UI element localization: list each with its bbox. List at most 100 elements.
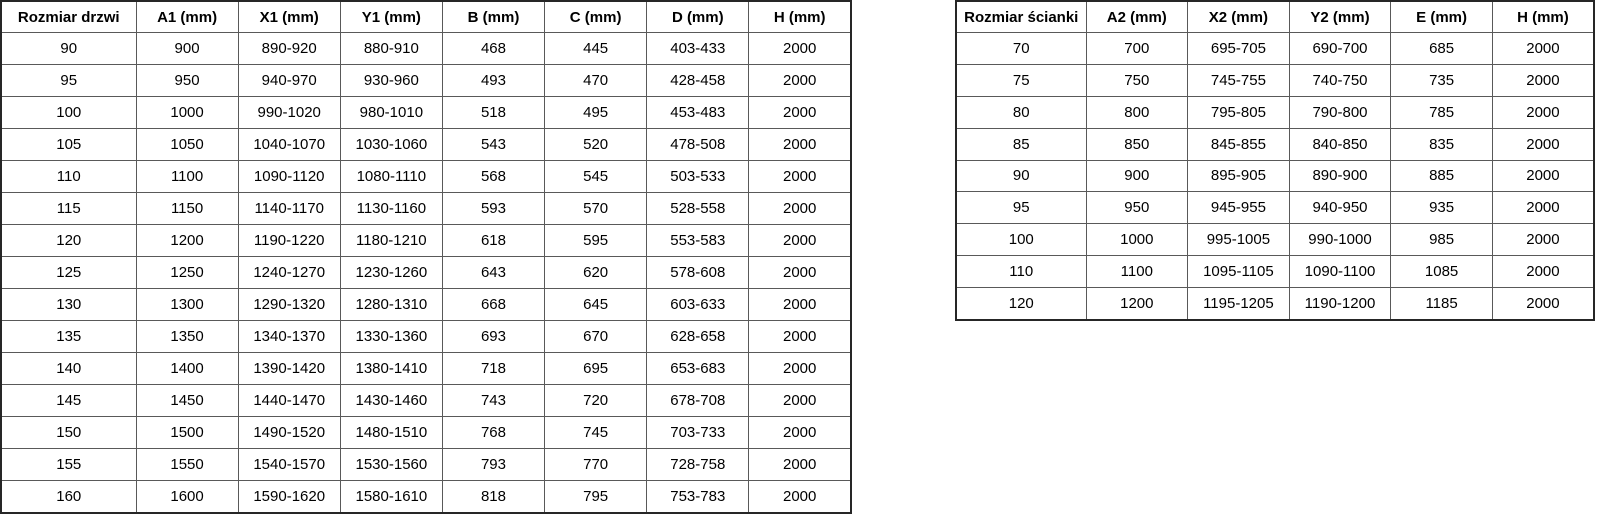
column-header: Y1 (mm): [339, 0, 443, 33]
table-cell: 753-783: [646, 479, 750, 514]
table-cell: 145: [0, 383, 137, 417]
table-cell: 800: [1085, 95, 1189, 129]
table-cell: 895-905: [1187, 159, 1290, 193]
table-cell: 2000: [1491, 191, 1595, 225]
table-cell: 890-920: [237, 32, 341, 65]
table-cell: 2000: [748, 255, 852, 289]
table-cell: 2000: [1491, 255, 1595, 288]
table-cell: 668: [441, 287, 546, 321]
table-cell: 1040-1070: [237, 127, 341, 161]
table-cell: 568: [441, 159, 546, 193]
table-cell: 940-950: [1288, 191, 1392, 225]
table-cell: 120: [0, 223, 137, 257]
table-cell: 70: [955, 32, 1087, 65]
table-cell: 1190-1220: [237, 223, 341, 257]
table-cell: 1100: [135, 159, 239, 193]
table-cell: 110: [955, 255, 1087, 288]
table-cell: 890-900: [1288, 159, 1392, 193]
table-row: 120 1200 1195-1205 1190-1200 1185 2000: [955, 287, 1595, 321]
table-cell: 518: [441, 95, 546, 129]
table-cell: 728-758: [646, 447, 750, 481]
table-cell: 1430-1460: [339, 383, 443, 417]
column-header: Rozmiar drzwi: [0, 0, 137, 33]
table-cell: 503-533: [646, 159, 750, 193]
table-cell: 2000: [1491, 127, 1595, 161]
table-cell: 1195-1205: [1187, 287, 1290, 321]
table-cell: 110: [0, 159, 137, 193]
table-row: 115 1150 1140-1170 1130-1160 593 570 528-558 20…: [0, 191, 852, 225]
table-cell: 1490-1520: [237, 415, 341, 449]
table-cell: 693: [441, 319, 546, 353]
table-row: 135 1350 1340-1370 1330-1360 693 670 628-658 20…: [0, 319, 852, 353]
table-cell: 2000: [1491, 32, 1595, 65]
table-cell: 818: [441, 479, 546, 514]
table-cell: 100: [0, 95, 137, 129]
table-cell: 2000: [1491, 95, 1595, 129]
table-cell: 1130-1160: [339, 191, 443, 225]
table-cell: 1480-1510: [339, 415, 443, 449]
table-cell: 845-855: [1187, 127, 1290, 161]
table-cell: 468: [441, 32, 546, 65]
table-cell: 2000: [748, 447, 852, 481]
table-cell: 1530-1560: [339, 447, 443, 481]
table-cell: 645: [544, 287, 648, 321]
table-cell: 985: [1390, 223, 1493, 257]
table-cell: 995-1005: [1187, 223, 1290, 257]
table-cell: 735: [1390, 63, 1493, 97]
table-row: 155 1550 1540-1570 1530-1560 793 770 728-758 20…: [0, 447, 852, 481]
table-cell: 790-800: [1288, 95, 1392, 129]
table-row: 125 1250 1240-1270 1230-1260 643 620 578-608 20…: [0, 255, 852, 289]
table-cell: 1340-1370: [237, 319, 341, 353]
table-cell: 570: [544, 191, 648, 225]
table-cell: 453-483: [646, 95, 750, 129]
table-cell: 620: [544, 255, 648, 289]
table-cell: 130: [0, 287, 137, 321]
table-cell: 2000: [748, 479, 852, 514]
table-cell: 2000: [748, 287, 852, 321]
table-cell: 740-750: [1288, 63, 1392, 97]
table-cell: 2000: [1491, 159, 1595, 193]
table-cell: 85: [955, 127, 1087, 161]
table-row: 110 1100 1095-1105 1090-1100 1085 2000: [955, 255, 1595, 288]
table-cell: 543: [441, 127, 546, 161]
table-cell: 2000: [1491, 287, 1595, 321]
table-cell: 850: [1085, 127, 1189, 161]
table-cell: 125: [0, 255, 137, 289]
table-cell: 770: [544, 447, 648, 481]
table-cell: 980-1010: [339, 95, 443, 129]
table-cell: 603-633: [646, 287, 750, 321]
table-cell: 95: [0, 63, 137, 97]
table-cell: 900: [135, 32, 239, 65]
table-cell: 940-970: [237, 63, 341, 97]
table-cell: 900: [1085, 159, 1189, 193]
column-header: A2 (mm): [1085, 0, 1189, 33]
table-cell: 2000: [748, 383, 852, 417]
column-header: Y2 (mm): [1288, 0, 1392, 33]
table-cell: 1140-1170: [237, 191, 341, 225]
table-row: 90 900 890-920 880-910 468 445 403-433 2000: [0, 32, 852, 65]
table-cell: 768: [441, 415, 546, 449]
table-cell: 1580-1610: [339, 479, 443, 514]
table-cell: 628-658: [646, 319, 750, 353]
table-cell: 880-910: [339, 32, 443, 65]
table-cell: 493: [441, 63, 546, 97]
table-row: 70 700 695-705 690-700 685 2000: [955, 32, 1595, 65]
table-cell: 1200: [1085, 287, 1189, 321]
table-cell: 155: [0, 447, 137, 481]
table-header-row: Rozmiar ścianki A2 (mm) X2 (mm) Y2 (mm) E (m…: [955, 0, 1595, 33]
table-row: 130 1300 1290-1320 1280-1310 668 645 603-633 20…: [0, 287, 852, 321]
column-header: E (mm): [1390, 0, 1493, 33]
table-cell: 1590-1620: [237, 479, 341, 514]
table-cell: 160: [0, 479, 137, 514]
table-cell: 1090-1100: [1288, 255, 1392, 288]
table-cell: 120: [955, 287, 1087, 321]
table-row: 105 1050 1040-1070 1030-1060 543 520 478-508 20…: [0, 127, 852, 161]
table-row: 160 1600 1590-1620 1580-1610 818 795 753-783 20…: [0, 479, 852, 514]
table-cell: 1400: [135, 351, 239, 385]
table-cell: 1200: [135, 223, 239, 257]
column-header: Rozmiar ścianki: [955, 0, 1087, 33]
table-cell: 545: [544, 159, 648, 193]
table-cell: 1450: [135, 383, 239, 417]
table-cell: 1000: [1085, 223, 1189, 257]
